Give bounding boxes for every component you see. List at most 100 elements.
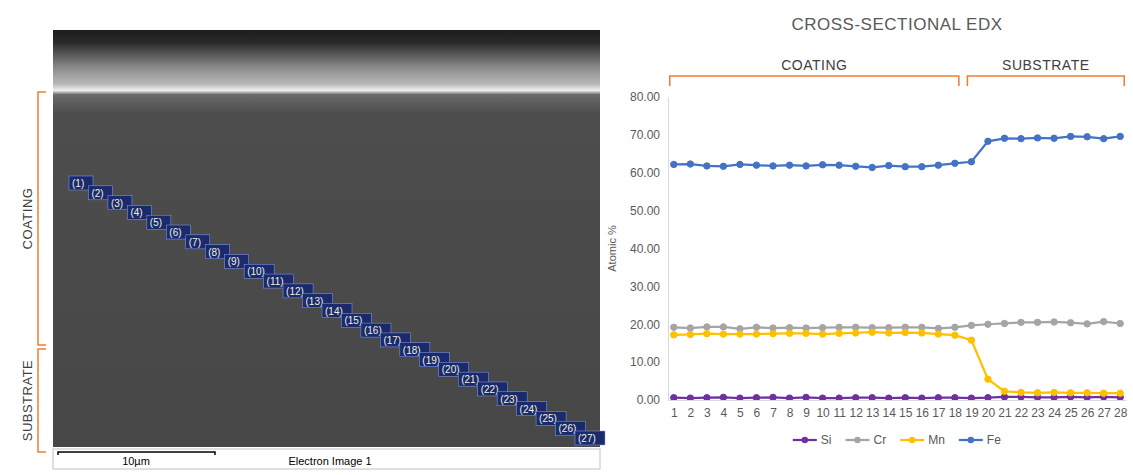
x-tick-label: 10 <box>816 406 830 420</box>
series-marker <box>968 395 974 400</box>
x-tick: 19 <box>965 400 979 420</box>
point-label: (24) <box>520 404 538 415</box>
x-tick-label: 5 <box>737 406 744 420</box>
chart-title: CROSS-SECTIONAL EDX <box>791 15 1002 34</box>
series-marker <box>1051 135 1057 141</box>
series-marker <box>1001 320 1007 326</box>
y-tick: 0.00 <box>637 393 668 407</box>
series-marker <box>687 395 693 400</box>
legend-item: Fe <box>959 433 1001 447</box>
point-label: (2) <box>91 188 103 199</box>
point-label: (18) <box>403 345 421 356</box>
scale-bar-label: 10µm <box>122 455 150 467</box>
series-marker <box>687 331 693 337</box>
series-marker <box>720 331 726 337</box>
x-tick-label: 28 <box>1114 406 1128 420</box>
series-marker <box>1067 320 1073 326</box>
annotation-label: COATING <box>781 57 847 73</box>
series-marker <box>836 162 842 168</box>
point-label: (8) <box>208 247 220 258</box>
series-marker <box>869 329 875 335</box>
series-marker <box>753 331 759 337</box>
series-marker <box>985 321 991 327</box>
series-marker <box>1100 318 1106 324</box>
x-tick-label: 23 <box>1031 406 1045 420</box>
series-marker <box>985 138 991 144</box>
x-tick: 7 <box>770 400 777 420</box>
point-label: (14) <box>325 306 343 317</box>
series-marker <box>1051 319 1057 325</box>
series-marker <box>720 163 726 169</box>
x-tick: 26 <box>1081 400 1095 420</box>
series-marker <box>919 330 925 336</box>
series-marker <box>852 163 858 169</box>
region-bracket <box>38 92 46 345</box>
series-marker <box>935 395 941 400</box>
x-tick: 1 <box>671 400 678 420</box>
series-marker <box>1018 389 1024 395</box>
x-tick: 23 <box>1031 400 1045 420</box>
point-label: (1) <box>72 178 84 189</box>
point-label: (23) <box>500 394 518 405</box>
y-axis: 0.0010.0020.0030.0040.0050.0060.0070.008… <box>630 90 669 407</box>
x-tick: 9 <box>803 400 810 420</box>
series-marker <box>968 322 974 328</box>
y-tick: 50.00 <box>630 204 668 218</box>
x-tick-label: 18 <box>949 406 963 420</box>
legend-marker <box>854 437 860 443</box>
series-marker <box>968 159 974 165</box>
series-marker <box>1067 133 1073 139</box>
region-label: COATING <box>20 188 35 250</box>
y-tick: 70.00 <box>630 128 668 142</box>
series-marker <box>720 324 726 330</box>
point-label: (16) <box>364 325 382 336</box>
series-marker <box>1018 135 1024 141</box>
legend-marker <box>968 437 974 443</box>
x-tick-label: 27 <box>1097 406 1111 420</box>
series-marker <box>737 331 743 337</box>
series-marker <box>819 324 825 330</box>
x-tick-label: 15 <box>899 406 913 420</box>
x-tick: 2 <box>687 400 694 420</box>
point-label: (11) <box>267 276 284 287</box>
series-marker <box>704 331 710 337</box>
x-tick-label: 19 <box>965 406 979 420</box>
region-bracket <box>38 349 46 452</box>
y-axis-line <box>668 98 669 401</box>
series-marker <box>753 324 759 330</box>
point-label: (9) <box>228 256 240 267</box>
series-marker <box>919 395 925 400</box>
x-tick: 14 <box>883 400 897 420</box>
x-tick: 6 <box>754 400 761 420</box>
x-tick: 4 <box>721 400 728 420</box>
series-marker <box>737 395 743 400</box>
series-marker <box>819 162 825 168</box>
series-marker <box>1051 389 1057 395</box>
x-tick-label: 14 <box>883 406 897 420</box>
series-marker <box>1034 390 1040 396</box>
x-tick: 10 <box>816 400 830 420</box>
legend-item: Si <box>793 433 832 447</box>
x-tick-label: 13 <box>866 406 880 420</box>
point-label: (27) <box>578 433 596 444</box>
y-axis-title: Atomic % <box>606 225 618 272</box>
x-tick-label: 24 <box>1048 406 1062 420</box>
y-tick-label: 70.00 <box>630 128 660 142</box>
series-marker <box>671 395 677 400</box>
page: COATINGSUBSTRATE(1)(2)(3)(4)(5)(6)(7)(8)… <box>0 0 1133 475</box>
x-tick: 8 <box>787 400 794 420</box>
point-label: (15) <box>344 315 362 326</box>
y-tick-label: 20.00 <box>630 318 660 332</box>
series-marker <box>902 163 908 169</box>
series-marker <box>1117 320 1123 326</box>
series-marker <box>952 160 958 166</box>
annotation-bracket <box>670 76 959 86</box>
series-marker <box>687 325 693 331</box>
x-tick-label: 22 <box>1015 406 1029 420</box>
series-marker <box>985 395 991 400</box>
electron-image <box>53 30 600 447</box>
x-tick: 17 <box>932 400 946 420</box>
series-marker <box>819 331 825 337</box>
series-marker <box>786 330 792 336</box>
x-tick: 21 <box>998 400 1012 420</box>
